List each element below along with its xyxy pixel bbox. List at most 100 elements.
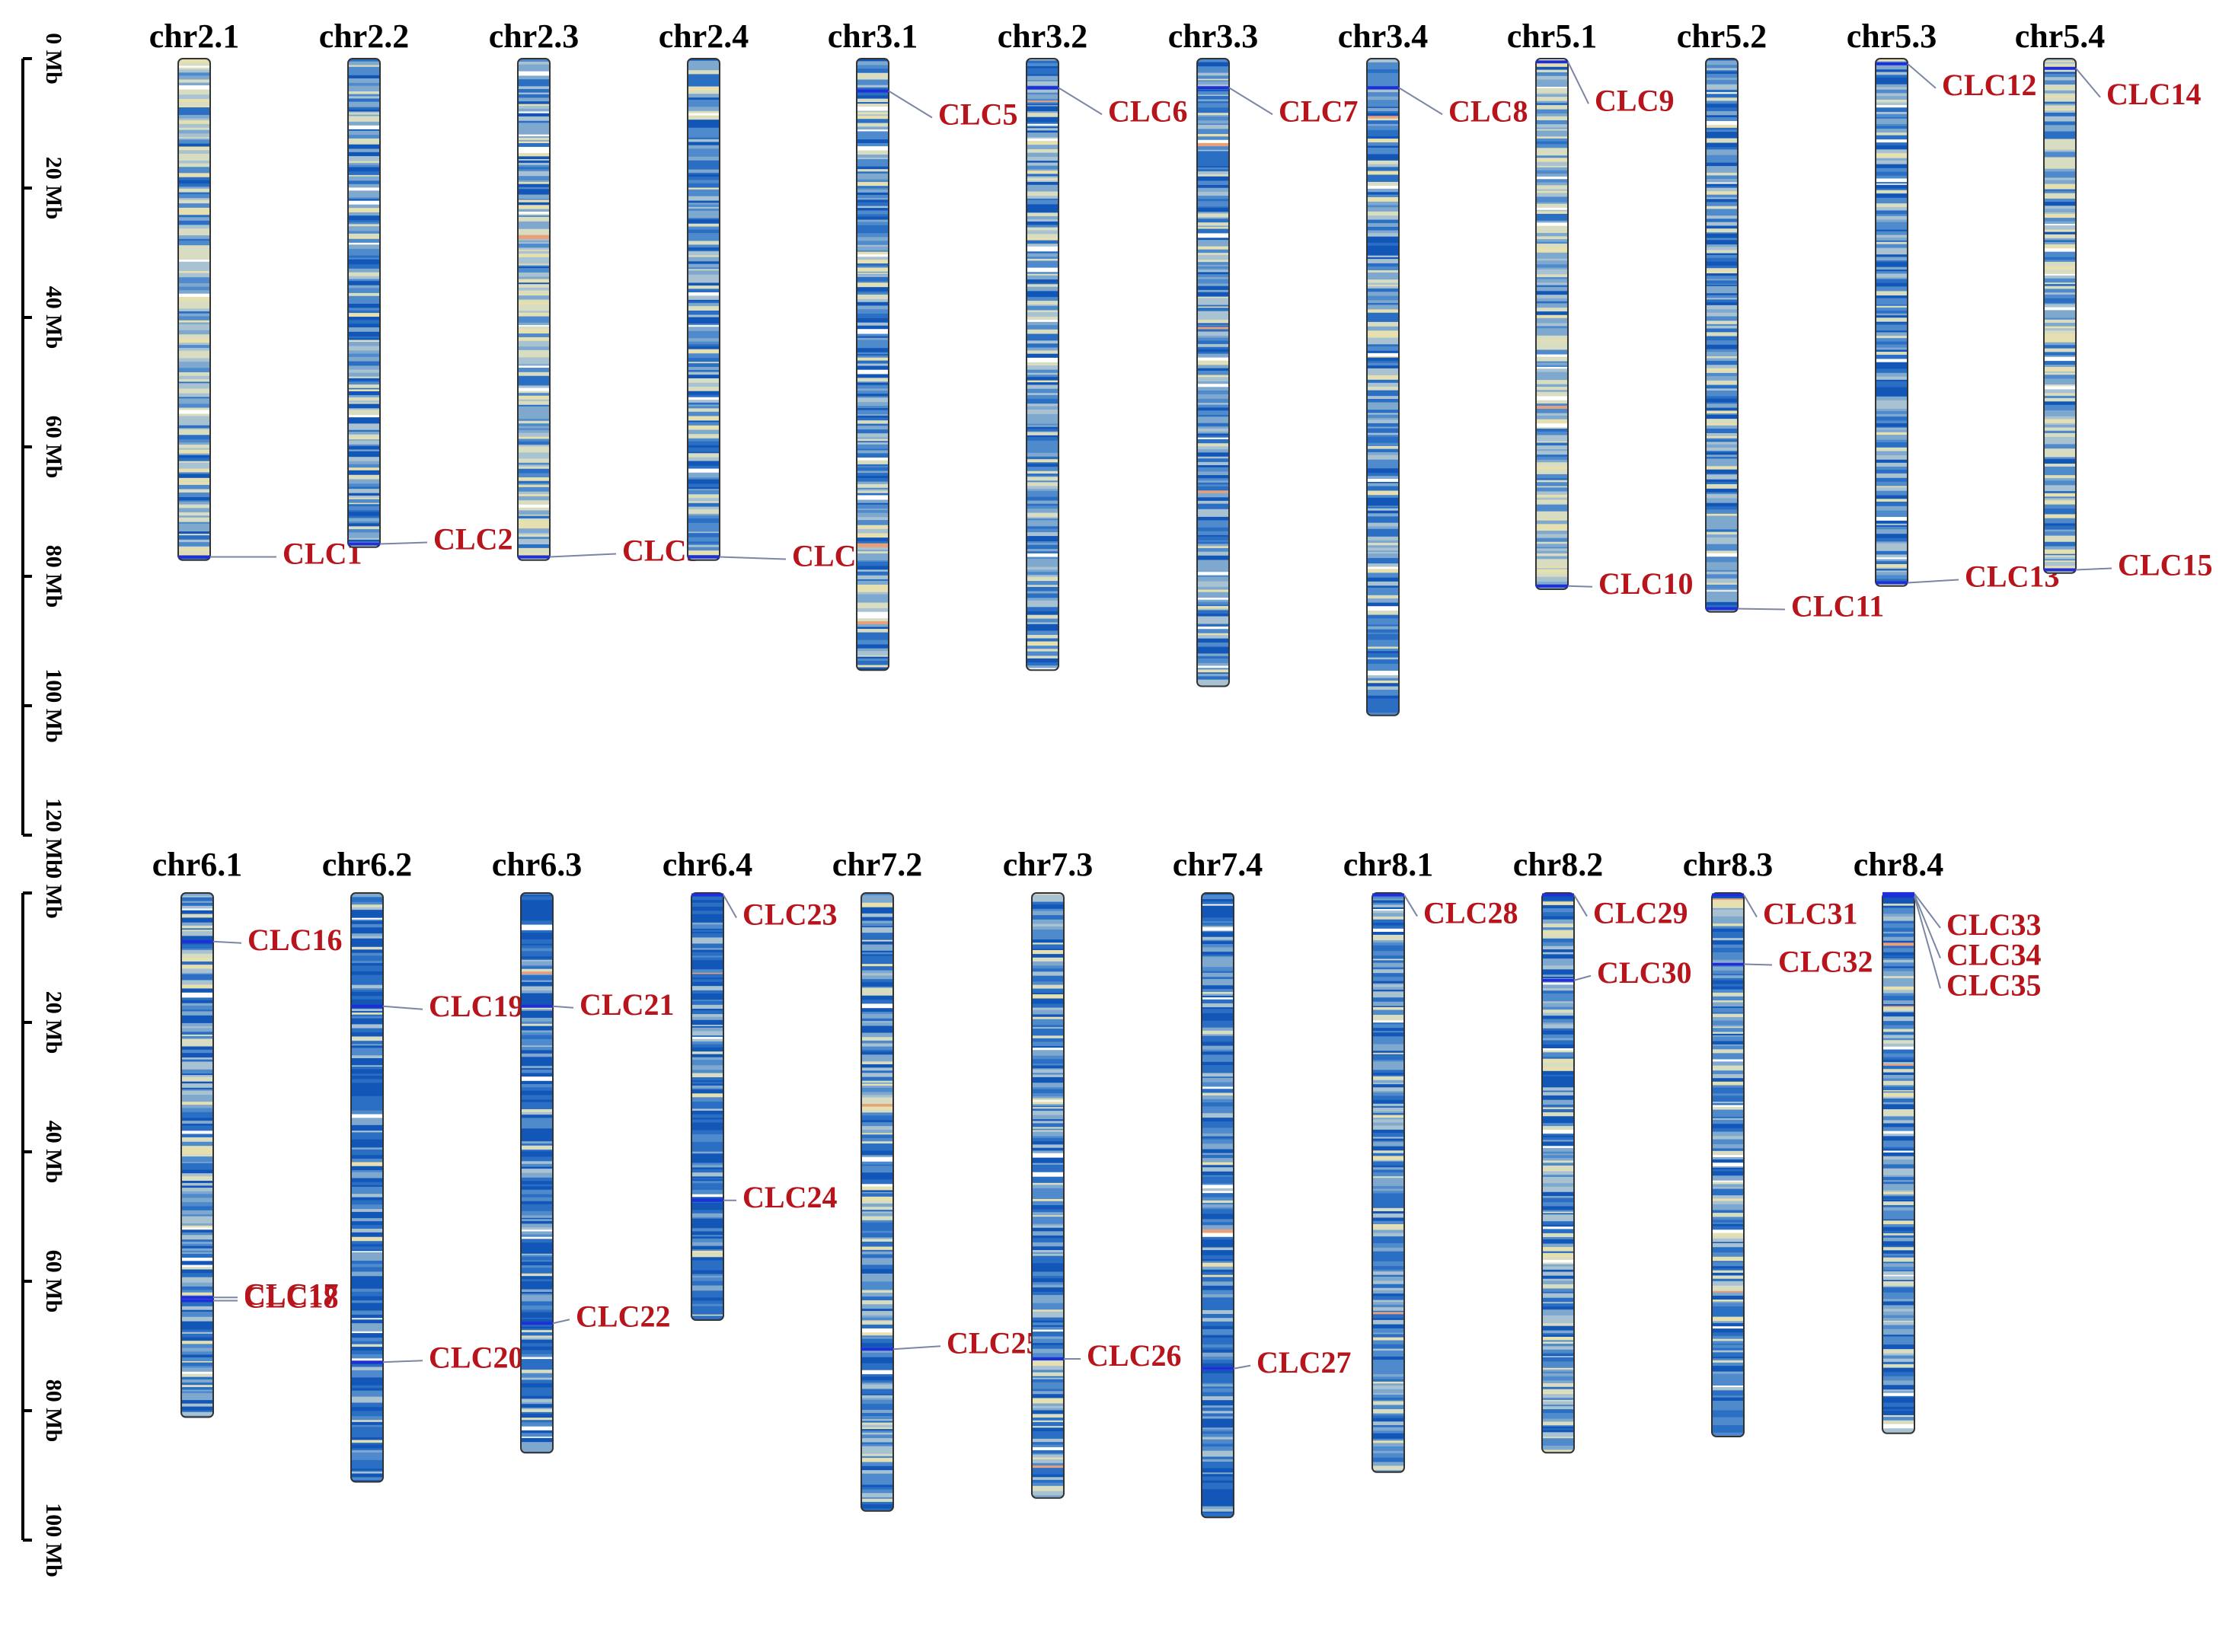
chromosome-chr7-2: chr7.2 CLC25 — [832, 846, 1041, 1512]
gene-leader-line — [382, 1360, 423, 1363]
chromosome-label: chr2.1 — [149, 18, 240, 55]
gene-label-clc2: CLC2 — [433, 522, 512, 557]
density-stripes — [1032, 893, 1064, 1498]
chromosome-outline — [520, 892, 554, 1454]
chromosome-label: chr8.2 — [1513, 846, 1604, 883]
gene-leader-line — [1398, 87, 1443, 116]
chromosome-outline — [1541, 892, 1575, 1454]
chromosome-chr7-3: chr7.3 CLC26 — [1003, 846, 1181, 1499]
gene-label-clc22: CLC22 — [576, 1299, 670, 1333]
density-stripes — [348, 59, 380, 547]
chromosome-chr6-4: chr6.4 CLC23 CLC24 — [663, 846, 837, 1321]
axis-tick-label: 0 Mb — [41, 867, 66, 919]
chromosome-chr3-1: chr3.1 CLC5 — [828, 18, 1017, 671]
gene-leader-line — [1567, 585, 1593, 588]
gene-label-clc20: CLC20 — [429, 1340, 523, 1374]
gene-leader-line — [1914, 895, 1941, 958]
density-stripes — [1542, 893, 1574, 1453]
chromosome-label: chr6.1 — [152, 846, 243, 883]
gene-label-clc27: CLC27 — [1256, 1345, 1351, 1379]
axis-tick-label: 40 Mb — [41, 1121, 66, 1184]
gene-label-clc17: CLC17 — [244, 1277, 338, 1311]
gene-label-clc32: CLC32 — [1778, 945, 1873, 979]
gene-leader-line — [549, 553, 617, 558]
axis-tick-label: 0 Mb — [41, 33, 66, 85]
chromosome-label: chr6.3 — [492, 846, 583, 883]
axis-tick-label: 100 Mb — [41, 1503, 66, 1577]
chromosome-label: chr3.2 — [998, 18, 1088, 55]
gene-leader-line — [892, 1345, 941, 1351]
chromosome-label: chr5.4 — [2015, 18, 2106, 55]
axis-tick-label: 100 Mb — [41, 668, 66, 743]
gene-leader-line — [1914, 893, 1941, 929]
chromosome-chr5-1: chr5.1 CLC9 CLC10 — [1507, 18, 1694, 601]
chromosome-label: chr6.2 — [322, 846, 413, 883]
chromosome-outline — [1875, 58, 1908, 587]
density-stripes — [1536, 59, 1568, 589]
gene-leader-line — [1403, 895, 1418, 917]
chromosome-label: chr2.3 — [489, 18, 580, 55]
chromosome-outline — [1196, 58, 1230, 687]
axis-top: 0 Mb 20 Mb 40 Mb 60 Mb 80 Mb 100 Mb 120 Mb — [21, 33, 66, 872]
axis-tick-label: 20 Mb — [41, 157, 66, 220]
chromosome-outline — [180, 892, 214, 1418]
chromosome-label: chr8.4 — [1854, 846, 1944, 883]
chromosome-label: chr5.3 — [1847, 18, 1937, 55]
axis-tick-label: 60 Mb — [41, 416, 66, 479]
chromosome-label: chr6.4 — [663, 846, 753, 883]
density-stripes — [861, 893, 893, 1511]
chromosome-outline — [1711, 892, 1745, 1437]
chromosome-chr2-2: chr2.2 CLC2 — [319, 18, 513, 557]
chromosome-outline — [347, 58, 381, 548]
gene-leader-line — [723, 895, 737, 919]
chromosome-outline — [177, 58, 211, 561]
gene-label-clc34: CLC34 — [1946, 938, 2041, 972]
gene-leader-line — [379, 541, 428, 545]
density-stripes — [351, 893, 383, 1482]
gene-label-clc5: CLC5 — [938, 97, 1017, 132]
chromosome-chr7-4: chr7.4 CLC27 — [1173, 846, 1351, 1519]
axis-tick-label: 80 Mb — [41, 1379, 66, 1443]
chromosome-label: chr8.3 — [1683, 846, 1774, 883]
gene-leader-line — [382, 1005, 423, 1010]
gene-leader-line — [888, 90, 933, 119]
chromosome-outline — [1201, 892, 1234, 1519]
gene-label-clc33: CLC33 — [1946, 907, 2041, 942]
density-stripes — [1372, 893, 1404, 1472]
gene-leader-line — [1233, 1364, 1251, 1370]
axis-tick-label: 20 Mb — [41, 991, 66, 1054]
chromosome-outline — [2043, 58, 2077, 574]
gene-label-clc23: CLC23 — [742, 898, 837, 932]
gene-label-clc30: CLC30 — [1597, 955, 1691, 990]
gene-label-clc18: CLC18 — [244, 1280, 338, 1315]
gene-leader-line — [1743, 895, 1758, 918]
gene-label-clc35: CLC35 — [1946, 968, 2041, 1002]
gene-leader-line — [1567, 61, 1589, 104]
axis-tick-label: 60 Mb — [41, 1250, 66, 1313]
gene-label-clc24: CLC24 — [742, 1180, 837, 1214]
chromosome-chr6-2: chr6.2 CLC19 CLC20 — [322, 846, 523, 1483]
density-stripes — [1712, 893, 1744, 1437]
gene-label-clc29: CLC29 — [1593, 896, 1688, 930]
chromosome-outline — [856, 58, 889, 671]
chromosome-chr8-1: chr8.1 CLC28 — [1343, 846, 1518, 1473]
chromosome-chr8-2: chr8.2 CLC29 CLC30 — [1513, 846, 1691, 1454]
density-stripes — [521, 893, 553, 1453]
density-stripes — [688, 59, 720, 560]
density-stripes — [1367, 59, 1399, 716]
gene-label-clc9: CLC9 — [1595, 83, 1674, 117]
chromosome-chr3-3: chr3.3 CLC7 — [1168, 18, 1358, 687]
chromosome-outline — [1031, 892, 1065, 1499]
gene-leader-line — [2075, 567, 2112, 571]
gene-label-clc25: CLC25 — [947, 1325, 1041, 1360]
gene-label-clc12: CLC12 — [1942, 68, 2036, 102]
gene-leader-line — [1737, 608, 1786, 611]
density-stripes — [1027, 59, 1059, 671]
density-stripes — [1882, 893, 1914, 1434]
density-stripes — [178, 59, 210, 560]
chromosome-outline — [517, 58, 551, 561]
